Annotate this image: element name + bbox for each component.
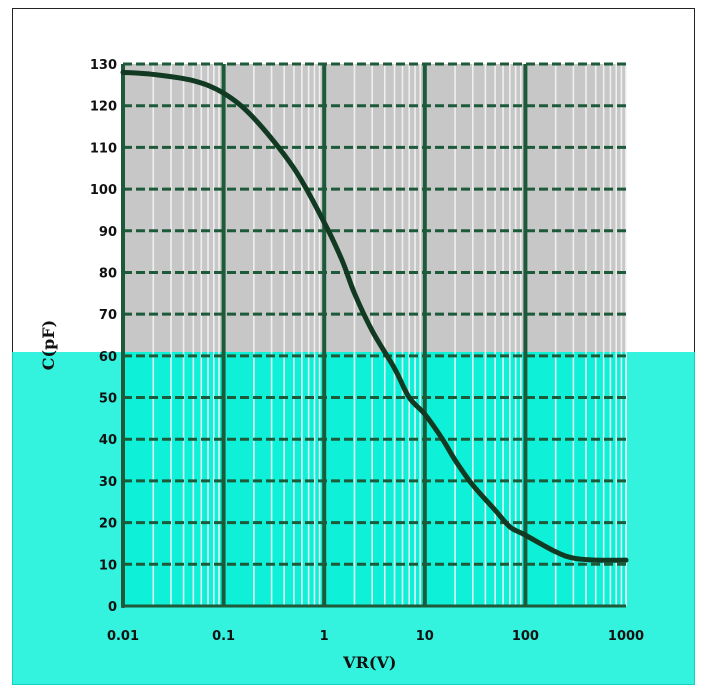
plot-background <box>12 64 695 685</box>
capacitance-curve <box>120 69 629 563</box>
x-tick-label: 1 <box>320 629 329 644</box>
y-tick-label: 30 <box>99 475 117 490</box>
x-tick-label: 100 <box>512 629 539 644</box>
y-tick-label: 80 <box>99 266 117 281</box>
y-tick-label: 0 <box>108 600 117 615</box>
y-tick-label: 120 <box>90 100 117 115</box>
y-tick-label: 20 <box>99 517 117 532</box>
x-tick-labels: 0.01 0.1 1 10 100 1000 <box>107 629 644 644</box>
plot-area-upper <box>123 64 626 352</box>
x-tick-label: 10 <box>416 629 434 644</box>
y-tick-label: 110 <box>90 141 117 156</box>
y-tick-label: 60 <box>99 350 117 365</box>
y-tick-label: 40 <box>99 433 117 448</box>
y-tick-label: 90 <box>99 225 117 240</box>
y-tick-label: 100 <box>90 183 117 198</box>
y-tick-label: 130 <box>90 58 117 73</box>
x-tick-label: 0.01 <box>107 629 139 644</box>
grid <box>121 62 627 608</box>
series <box>120 69 629 563</box>
y-axis-label: C(pF) <box>39 320 58 370</box>
plot-area-lower <box>123 352 626 606</box>
y-tick-label: 70 <box>99 308 117 323</box>
x-tick-label: 0.1 <box>212 629 235 644</box>
x-tick-label: 1000 <box>608 629 644 644</box>
y-tick-label: 10 <box>99 558 117 573</box>
x-axis-label: VR(V) <box>342 653 396 672</box>
y-tick-label: 50 <box>99 392 117 407</box>
y-tick-labels: 0 10 20 30 40 50 60 70 80 90 100 110 120 130 <box>90 58 117 615</box>
